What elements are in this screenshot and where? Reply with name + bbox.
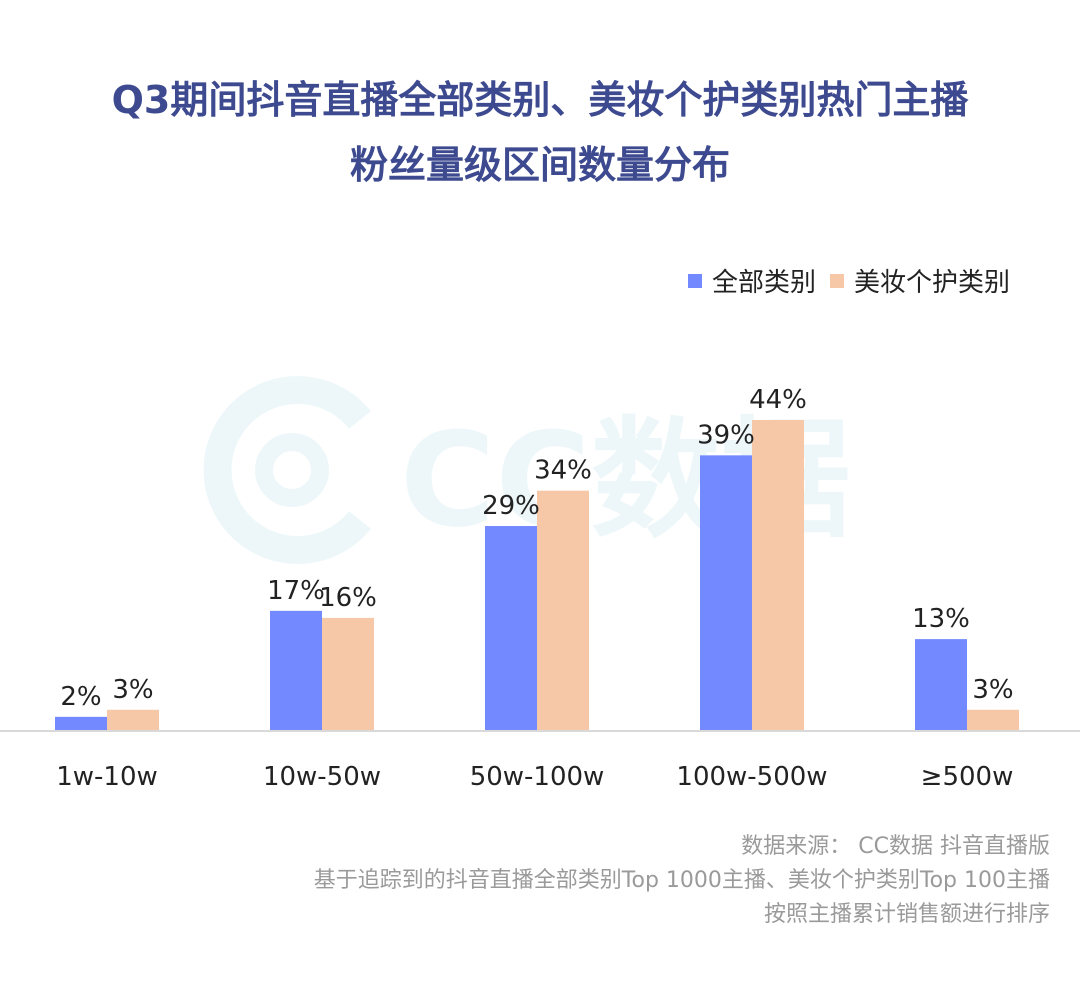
source-note: 数据来源： CC数据 抖音直播版 基于追踪到的抖音直播全部类别Top 1000主…	[314, 830, 1050, 932]
bar-series-2-1	[322, 617, 374, 731]
value-label-series-1-3: 39%	[697, 420, 755, 450]
x-axis-labels-group: 1w-10w 10w-50w 50w-100w 100w-500w ≥500w	[56, 762, 1013, 792]
legend-item-series-2: 美妆个护类别	[829, 262, 1010, 299]
bar-series-1-2	[485, 526, 537, 731]
value-label-series-2-3: 44%	[749, 385, 807, 415]
watermark-ring	[203, 376, 371, 564]
legend-label-series-1: 全部类别	[711, 268, 816, 298]
legend-swatch-series-2	[829, 273, 844, 288]
legend: 全部类别 美妆个护类别	[674, 262, 1010, 299]
value-label-series-1-0: 2%	[60, 682, 101, 712]
bar-series-2-0	[107, 709, 159, 731]
legend-swatch-series-1	[687, 273, 702, 288]
value-label-series-2-4: 3%	[972, 675, 1013, 705]
x-axis-label-2: 50w-100w	[470, 762, 605, 792]
chart-title-line-1: Q3期间抖音直播全部类别、美妆个护类别热门主播	[111, 78, 969, 122]
legend-label-series-2: 美妆个护类别	[853, 268, 1010, 298]
value-label-series-1-2: 29%	[482, 491, 540, 521]
bar-series-1-1	[270, 610, 322, 731]
watermark-dot	[255, 433, 329, 507]
bar-series-2-3	[752, 420, 804, 731]
value-label-series-2-0: 3%	[112, 675, 153, 705]
x-axis-label-3: 100w-500w	[676, 762, 827, 792]
bar-series-2-4	[967, 709, 1019, 731]
x-axis-label-4: ≥500w	[921, 762, 1014, 792]
source-line-3: 按照主播累计销售额进行排序	[763, 902, 1050, 927]
bar-series-1-3	[700, 455, 752, 731]
value-label-series-1-1: 17%	[267, 576, 325, 606]
x-axis-label-1: 10w-50w	[263, 762, 381, 792]
x-axis-label-0: 1w-10w	[56, 762, 158, 792]
value-label-series-2-1: 16%	[319, 583, 377, 613]
source-line-1: 数据来源： CC数据 抖音直播版	[741, 834, 1050, 859]
legend-item-series-1: 全部类别	[687, 262, 816, 299]
bar-series-1-4	[915, 639, 967, 731]
value-labels-group: 2% 3% 17%16% 29% 34% 39% 44% 13% 3%	[60, 385, 1013, 712]
bars-group	[55, 420, 1019, 731]
bar-series-1-0	[55, 716, 107, 731]
source-line-2: 基于追踪到的抖音直播全部类别Top 1000主播、美妆个护类别Top 100主播	[313, 868, 1050, 893]
value-label-series-2-2: 34%	[534, 456, 592, 486]
value-label-series-1-4: 13%	[912, 604, 970, 634]
chart-title-line-2: 粉丝量级区间数量分布	[349, 143, 730, 187]
bar-series-2-2	[537, 490, 589, 731]
